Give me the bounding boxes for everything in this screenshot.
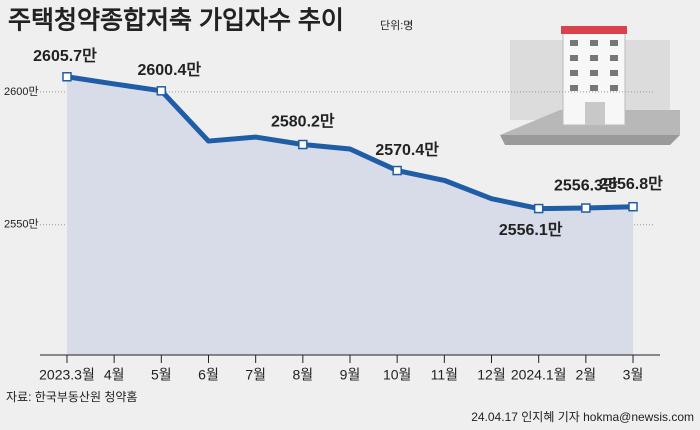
x-tick-label: 8월 [292, 367, 313, 383]
credit: 24.04.17 인지혜 기자 hokma@newsis.com [471, 410, 694, 424]
source-note: 자료: 한국부동산원 청약홈 [6, 389, 137, 404]
y-tick-label: 2550만 [4, 218, 39, 231]
data-point [581, 203, 591, 213]
x-tick-label: 3월 [623, 367, 644, 383]
data-label: 2605.7만 [33, 47, 97, 65]
data-point [156, 86, 167, 96]
x-tick-label: 5월 [151, 367, 172, 383]
data-point [62, 71, 72, 82]
x-tick-label: 11월 [431, 367, 458, 383]
data-label: 2580.2만 [271, 113, 335, 131]
x-tick-label: 9월 [340, 367, 361, 383]
area [66, 76, 634, 356]
x-tick-label: 12월 [477, 367, 505, 383]
data-point [628, 201, 638, 212]
data-point [533, 203, 544, 214]
data-label: 2556.1만 [499, 221, 563, 239]
chart-title: 주택청약종합저축 가입자수 추이 [8, 7, 344, 35]
x-tick-label: 2024.1월 [511, 367, 567, 383]
x-tick-label: 6월 [198, 367, 219, 383]
building-illustration [500, 26, 680, 145]
x-tick-label: 2월 [576, 367, 597, 383]
data-label: 2556.8만 [599, 175, 663, 193]
y-tick-label: 2600만 [4, 85, 39, 98]
unit-note: 단위:명 [380, 19, 413, 32]
x-tick-label: 2023.3월 [39, 367, 95, 383]
data-point [392, 165, 402, 176]
data-label: 2600.4만 [137, 61, 201, 79]
x-tick-label: 4월 [104, 367, 125, 383]
data-point [298, 139, 308, 150]
data-label: 2570.4만 [375, 141, 439, 159]
x-tick-label: 7월 [245, 367, 266, 383]
data-label: 2556.3만 [554, 176, 618, 194]
x-tick-label: 10월 [383, 367, 411, 383]
